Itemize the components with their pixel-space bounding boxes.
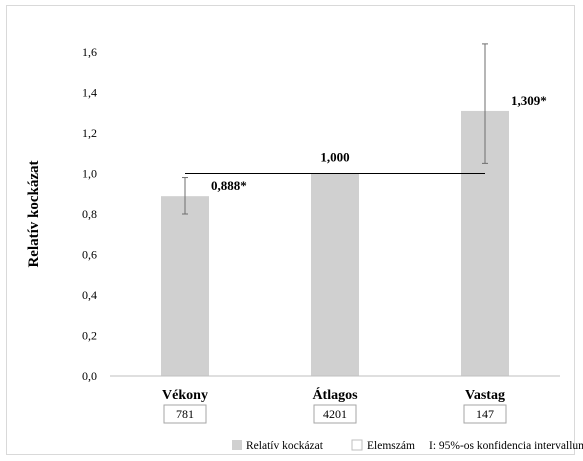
data-label-2: 1,309* bbox=[511, 93, 547, 108]
legend-count-label: Elemszám bbox=[367, 440, 415, 452]
legend-bar-swatch bbox=[232, 440, 242, 450]
y-tick-label: 0,2 bbox=[82, 329, 97, 343]
count-value-2: 147 bbox=[476, 407, 494, 421]
count-box-1 bbox=[313, 404, 357, 424]
y-tick-label: 1,0 bbox=[82, 167, 97, 181]
count-value-1: 4201 bbox=[323, 407, 347, 421]
category-label-0: Vékony bbox=[162, 388, 208, 403]
legend-count-swatch bbox=[351, 439, 363, 451]
count-box-0 bbox=[163, 404, 207, 424]
y-tick-label: 0,0 bbox=[82, 369, 97, 383]
category-label-1: Átlagos bbox=[312, 386, 358, 403]
y-tick-label: 1,6 bbox=[82, 45, 97, 59]
count-value-0: 781 bbox=[176, 407, 194, 421]
legend-ci-label: I: 95%-os konfidencia intervallum bbox=[429, 440, 583, 452]
data-label-1: 1,000 bbox=[320, 150, 349, 165]
y-tick-label: 0,4 bbox=[82, 288, 97, 302]
category-label-2: Vastag bbox=[465, 388, 505, 403]
legend-bar-label: Relatív kockázat bbox=[246, 440, 324, 452]
y-tick-label: 1,4 bbox=[82, 86, 97, 100]
y-tick-label: 1,2 bbox=[82, 126, 97, 140]
y-tick-label: 0,8 bbox=[82, 207, 97, 221]
bar-1 bbox=[311, 173, 359, 376]
y-tick-label: 0,6 bbox=[82, 248, 97, 262]
data-label-0: 0,888* bbox=[211, 178, 247, 193]
bar-0 bbox=[161, 196, 209, 376]
count-box-2 bbox=[463, 404, 507, 424]
y-axis-label: Relatív kockázat bbox=[26, 160, 42, 267]
legend: Relatív kockázat Elemszám I: 95%-os konf… bbox=[232, 439, 583, 452]
